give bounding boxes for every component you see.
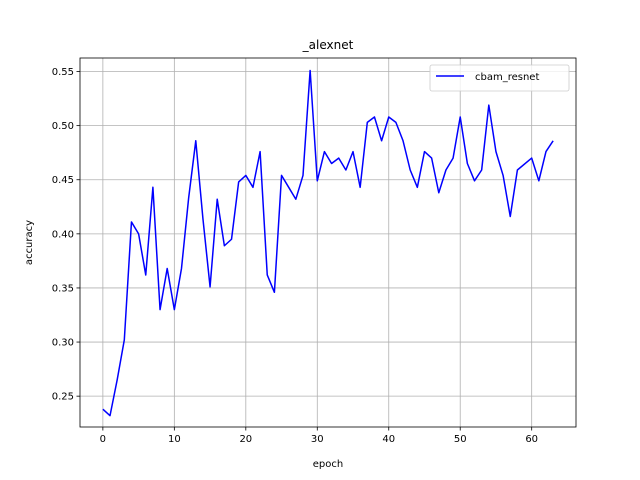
x-axis-ticks: 0 10 20 30 40 50 60	[100, 427, 538, 445]
legend-box	[429, 64, 570, 92]
x-tick-label: 30	[311, 434, 324, 445]
y-tick-label: 0.25	[52, 392, 74, 403]
x-tick-label: 50	[454, 434, 467, 445]
y-tick-label: 0.45	[52, 175, 74, 186]
y-axis-ticks: 0.25 0.30 0.35 0.40 0.45 0.50 0.55	[52, 67, 80, 403]
y-tick-label: 0.30	[52, 338, 74, 349]
x-axis-label: epoch	[313, 459, 343, 470]
chart-title: _alexnet	[302, 38, 354, 52]
y-tick-label: 0.40	[52, 229, 74, 240]
series-line-cbam_resnet	[102, 69, 554, 417]
y-tick-label: 0.50	[52, 121, 74, 132]
x-tick-label: 40	[382, 434, 395, 445]
series-layer	[102, 69, 554, 417]
legend: cbam_resnet	[429, 64, 570, 92]
x-tick-label: 10	[168, 434, 181, 445]
y-axis-label: accuracy	[24, 220, 35, 265]
y-tick-label: 0.55	[52, 67, 74, 78]
grid	[80, 58, 576, 427]
plot-frame	[79, 57, 577, 428]
x-tick-label: 60	[525, 434, 538, 445]
legend-entry-label: cbam_resnet	[475, 72, 539, 83]
x-tick-label: 0	[100, 434, 106, 445]
y-tick-label: 0.35	[52, 283, 74, 294]
x-tick-label: 20	[239, 434, 252, 445]
